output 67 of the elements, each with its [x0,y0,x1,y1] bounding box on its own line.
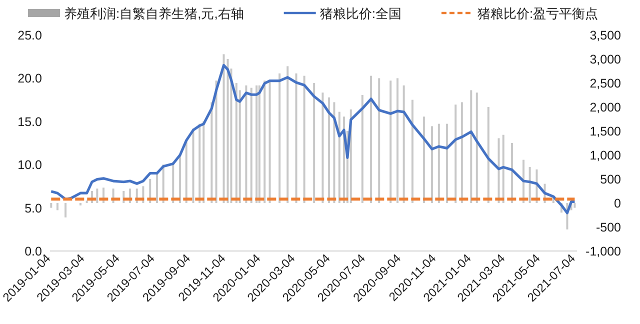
bar [402,85,405,203]
bar [295,73,298,203]
bar [313,83,316,203]
bar [528,167,531,203]
y2-tick-label: -1,000 [586,244,622,258]
bar [268,80,271,203]
bar [215,80,218,203]
bar [258,85,260,203]
bar [438,124,440,203]
y2-tick-label: 500 [600,172,622,186]
bar [179,155,182,203]
bar [470,90,472,203]
bar [487,107,490,203]
bar [198,124,201,203]
bar [202,121,205,203]
bar [303,76,306,203]
y2-tick-label: 1,000 [590,148,622,162]
text: 养殖利润:自繁自养生猪,元,右轴 [64,6,244,21]
bar [210,102,213,203]
bar [502,134,504,203]
bar [460,102,463,203]
bar [361,95,364,203]
bar [50,203,52,208]
y-tick-label: 15.0 [18,114,42,129]
bar [378,78,380,203]
bar [96,188,98,203]
bar [278,73,281,203]
y-tick-label: 10.0 [18,158,42,172]
y2-tick-label: 1,500 [590,124,622,138]
y2-tick-label: 3,000 [590,52,622,66]
bar [235,83,238,203]
bar [338,112,340,203]
bar [256,85,258,203]
bar [156,172,158,203]
bar [422,116,425,203]
bar [396,78,398,203]
y-tick-label: 0.0 [24,244,42,258]
bar [286,66,289,203]
y2-tick-label: 3,500 [590,28,622,42]
legend-label: 猪粮比价:盈亏平衡点 [477,6,598,21]
y-tick-label: 20.0 [18,72,42,86]
bar [498,138,500,203]
bar [370,76,372,203]
bar [245,85,248,203]
bar [574,203,576,208]
bar [64,203,67,218]
bar [411,100,414,203]
y2-tick-label: 2,000 [590,100,622,114]
bar [390,80,392,203]
bar [431,126,434,203]
bar [333,102,336,203]
bar [192,128,194,203]
legend-label: 猪粮比价:全国 [320,6,402,21]
y2-tick-label: -500 [596,220,622,234]
y-tick-label: 5.0 [24,201,42,216]
y2-tick-label: 0 [614,196,622,210]
bar [454,104,457,203]
bar [322,92,324,203]
bar [264,80,266,203]
bar [56,203,58,210]
bar [250,88,252,203]
bar [328,97,330,203]
y2-tick-label: 2,500 [590,76,622,90]
bar [446,124,448,203]
bar [185,140,188,203]
bar [476,92,478,203]
y-tick-label: 25.0 [18,28,42,42]
